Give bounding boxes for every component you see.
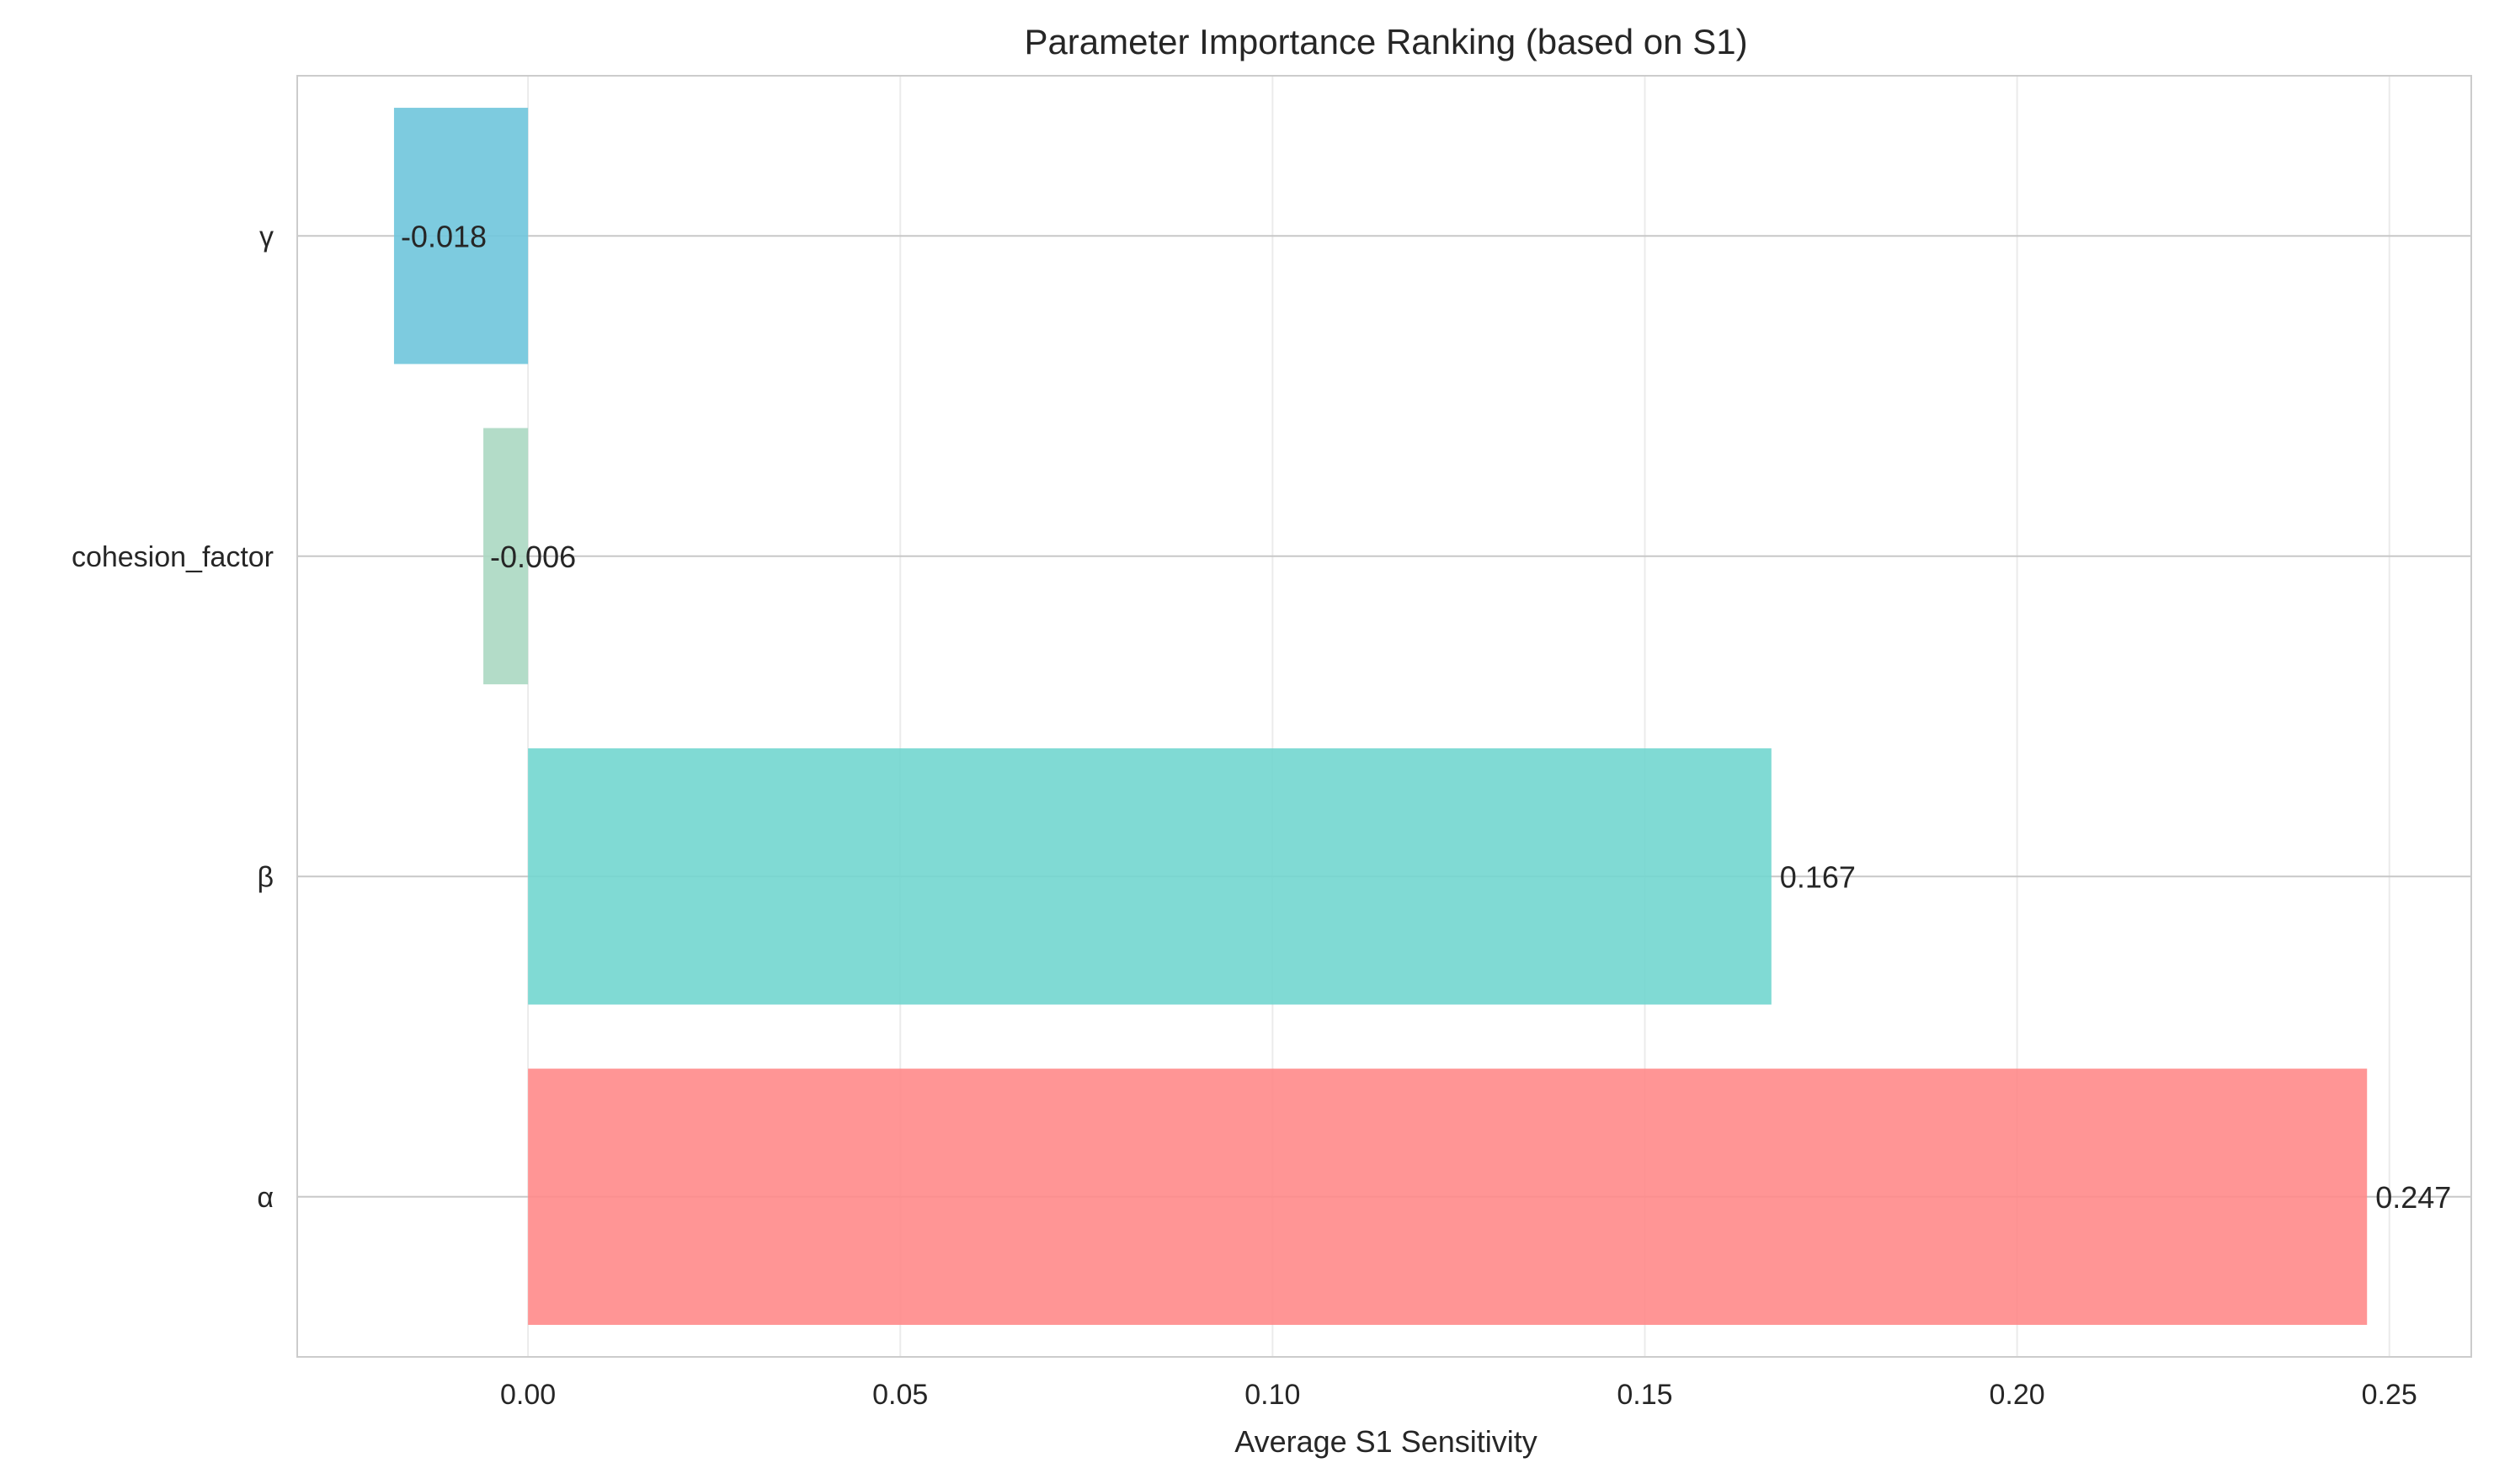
y-tick-label: β bbox=[257, 861, 274, 893]
chart-title: Parameter Importance Ranking (based on S… bbox=[1024, 22, 1747, 61]
bar-value-label: 0.247 bbox=[2375, 1180, 2451, 1215]
x-axis-label: Average S1 Sensitivity bbox=[1234, 1424, 1537, 1459]
y-tick-label: α bbox=[257, 1182, 274, 1214]
x-axis-ticks: 0.00 0.05 0.10 0.15 0.20 0.25 bbox=[500, 1379, 2417, 1411]
y-tick-label: cohesion_factor bbox=[72, 541, 274, 573]
bar bbox=[528, 748, 1772, 1005]
bar-value-label: -0.006 bbox=[490, 540, 576, 574]
y-axis-ticks: α β cohesion_factor γ bbox=[72, 221, 274, 1214]
bar-value-label: -0.018 bbox=[401, 219, 487, 253]
bar bbox=[483, 428, 529, 684]
bar bbox=[528, 1068, 2368, 1325]
bar-value-labels: 0.247 0.167 -0.006 -0.018 bbox=[401, 219, 2451, 1215]
x-tick-label: 0.00 bbox=[500, 1379, 556, 1411]
bars bbox=[393, 108, 2368, 1325]
x-tick-label: 0.25 bbox=[2362, 1379, 2417, 1411]
plot-frame bbox=[296, 75, 2472, 1358]
x-tick-label: 0.10 bbox=[1244, 1379, 1300, 1411]
bar bbox=[393, 108, 529, 364]
x-tick-label: 0.15 bbox=[1617, 1379, 1672, 1411]
x-tick-label: 0.05 bbox=[872, 1379, 928, 1411]
x-tick-label: 0.20 bbox=[1990, 1379, 2045, 1411]
y-tick-label: γ bbox=[259, 221, 274, 253]
bar-value-label: 0.167 bbox=[1780, 859, 1856, 894]
